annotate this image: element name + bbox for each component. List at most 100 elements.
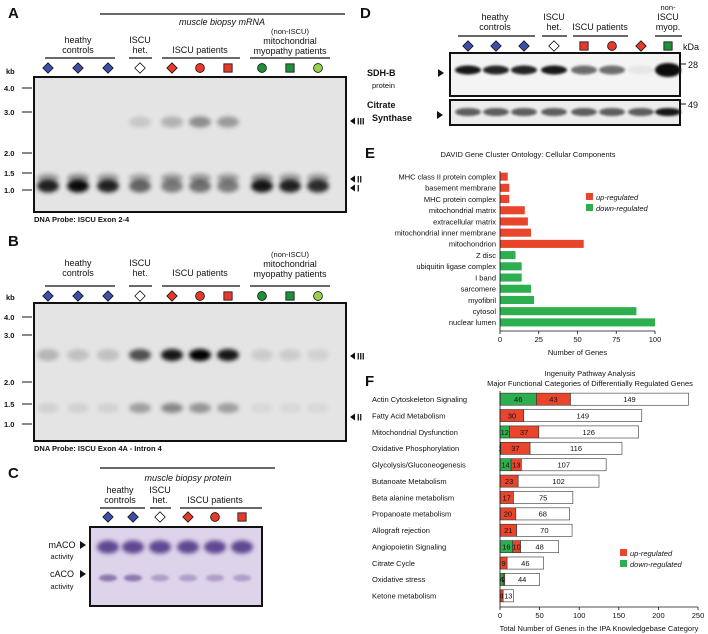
probe-label: DNA Probe: ISCU Exon 2-4: [34, 215, 130, 224]
category-label: Allograft rejection: [372, 526, 430, 535]
value-label: 9: [501, 559, 505, 568]
value-label: 30: [508, 411, 516, 420]
gel-band: [97, 540, 119, 554]
bar: [500, 183, 510, 192]
band-marker: I: [357, 184, 360, 194]
group-label: myopathy patients: [253, 269, 327, 279]
marker-arrow: [350, 352, 355, 360]
gel-frame: [33, 302, 347, 442]
gel-band: [455, 65, 481, 75]
gel-frame: [33, 76, 347, 213]
group-label: heathy: [481, 12, 509, 22]
gel-band: [279, 349, 301, 361]
category-label: myofibril: [468, 296, 496, 305]
category-label: Angiopoietin Signaling: [372, 542, 446, 551]
x-tick-label: 100: [573, 611, 586, 620]
lane-symbol: [285, 63, 295, 73]
gel-band: [189, 403, 211, 413]
marker-arrow: [350, 184, 355, 192]
kb-tick-label: 3.0: [4, 331, 14, 340]
bar: [500, 172, 508, 181]
gel-band: [189, 116, 211, 128]
category-label: mitochondrial matrix: [429, 206, 496, 215]
x-tick-label: 50: [573, 335, 581, 344]
lane-symbol: [127, 511, 139, 523]
panel-letter: F: [365, 373, 374, 390]
value-label: 46: [514, 395, 522, 404]
bar: [500, 307, 637, 316]
value-label: 12: [501, 428, 509, 437]
bar: [500, 262, 522, 271]
legend-label: up-regulated: [630, 549, 673, 558]
lane-symbol: [134, 62, 146, 74]
group-label: controls: [62, 45, 94, 55]
gel-band: [251, 403, 273, 413]
value-label: 17: [503, 493, 511, 502]
legend-label: down-regulated: [596, 204, 649, 213]
gel-band: [251, 173, 273, 183]
gel-band: [217, 179, 239, 193]
value-label: 14: [501, 461, 509, 470]
value-label: 37: [520, 428, 528, 437]
category-label: Citrate Cycle: [372, 559, 415, 568]
x-tick-label: 75: [612, 335, 620, 344]
band-label: protein: [372, 81, 395, 90]
value-label: 37: [511, 444, 519, 453]
chart-subtitle: Major Functional Categories of Different…: [487, 379, 693, 388]
chart-title: Ingenuity Pathway Analysis: [545, 369, 636, 378]
value-label: 2: [502, 575, 506, 584]
lane-symbol: [195, 63, 205, 73]
gel-band: [655, 63, 681, 77]
legend-swatch: [586, 193, 593, 200]
group-label: het.: [152, 495, 167, 505]
header: muscle biopsy protein: [144, 473, 231, 483]
band-label: SDH-B: [367, 68, 396, 78]
gel-band: [129, 173, 151, 183]
value-label: 102: [552, 477, 565, 486]
lane-symbol: [72, 62, 84, 74]
lane-symbol: [166, 62, 178, 74]
group-label: heathy: [64, 35, 92, 45]
lane-symbol: [257, 291, 267, 301]
kb-tick-label: 3.0: [4, 108, 14, 117]
x-tick-label: 50: [535, 611, 543, 620]
category-label: sarcomere: [461, 285, 496, 294]
marker-arrow: [438, 69, 444, 77]
lane-symbol: [102, 290, 114, 302]
value-label: 48: [535, 542, 543, 551]
lane-symbol: [182, 511, 194, 523]
gel-band: [129, 179, 151, 193]
marker-arrow: [350, 175, 355, 183]
x-tick-label: 25: [535, 335, 543, 344]
gel-band: [655, 108, 681, 116]
lane-symbol: [102, 62, 114, 74]
gel-band: [279, 173, 301, 183]
group-label: myop.: [656, 22, 681, 32]
lane-symbol: [223, 63, 233, 73]
group-label: heathy: [64, 258, 92, 268]
bar-segment: [502, 589, 514, 603]
panel-letter: A: [8, 5, 19, 22]
category-label: Ketone metabolism: [372, 592, 436, 601]
gel-band: [122, 540, 144, 554]
lane-symbol: [607, 41, 617, 51]
kb-label: kb: [6, 67, 15, 76]
legend-swatch: [620, 560, 627, 567]
bar-segment: [570, 392, 689, 406]
lane-symbol: [42, 62, 54, 74]
lane-symbol: [313, 291, 323, 301]
band-label: cACO: [50, 569, 74, 579]
lane-symbol: [72, 290, 84, 302]
group-label: heathy: [106, 485, 134, 495]
category-label: cytosol: [473, 307, 497, 316]
category-label: mitochondrion: [449, 240, 496, 249]
category-label: Beta alanine metabolism: [372, 493, 454, 502]
bar-segment: [523, 409, 643, 422]
gel: [90, 527, 262, 606]
lane-symbol: [663, 41, 673, 51]
gel-band: [161, 173, 183, 183]
lane-symbol: [285, 291, 295, 301]
lane-symbol: [257, 63, 267, 73]
lane-symbol: [635, 40, 647, 52]
gel-band: [279, 179, 301, 193]
